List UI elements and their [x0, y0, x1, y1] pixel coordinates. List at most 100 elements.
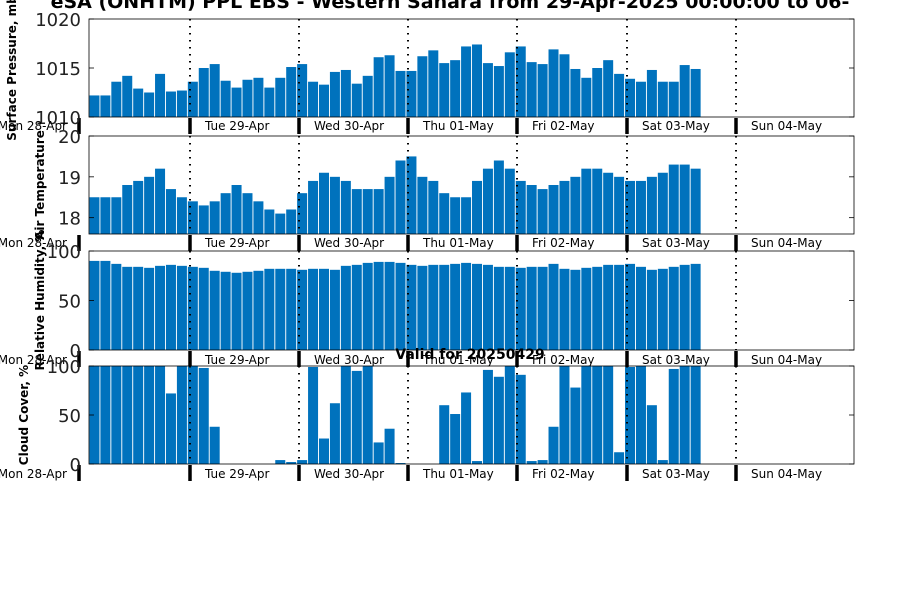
bar — [275, 213, 286, 234]
bar — [351, 264, 362, 350]
bar — [482, 264, 493, 350]
bar — [559, 54, 570, 117]
bar — [100, 197, 111, 234]
y-tick-label: 19 — [58, 168, 81, 189]
bar — [548, 263, 559, 350]
panel-air-temperature: 18 19 20 Mon 28-Apr Tue 29-Apr Wed 30-Apr Thu … — [0, 127, 855, 251]
y-tick-label: 50 — [58, 292, 81, 313]
bar — [668, 164, 679, 234]
bar — [308, 81, 319, 117]
bar — [603, 172, 614, 234]
bar — [122, 366, 133, 464]
bar — [657, 268, 668, 350]
bar — [428, 50, 439, 117]
y-tick-label: 50 — [58, 406, 81, 427]
bar — [89, 197, 100, 234]
bar — [373, 442, 384, 464]
bar — [526, 185, 537, 234]
bar — [581, 366, 592, 464]
bar — [351, 370, 362, 464]
bar — [155, 265, 166, 350]
bar — [329, 71, 340, 117]
bar — [690, 263, 701, 350]
x-tick-label: Fri 02-May — [532, 467, 595, 481]
bar — [319, 172, 329, 234]
x-tick-label: Mon 28-Apr — [0, 236, 67, 250]
bar — [133, 88, 144, 117]
bar — [384, 261, 395, 350]
panel-cloud-cover: 0 50 100 Mon 28-Apr Tue 29-Apr Wed 30-Apr Thu … — [0, 357, 855, 481]
bar — [559, 180, 570, 234]
bar — [340, 366, 351, 464]
bar — [625, 180, 636, 234]
x-tick-label: Sun 04-May — [751, 467, 822, 481]
bar — [329, 403, 340, 464]
bar — [176, 197, 187, 234]
bar — [515, 374, 526, 464]
bar — [559, 366, 570, 464]
bar — [187, 201, 198, 234]
y-axis-label: Cloud Cover, % — [17, 365, 31, 465]
bar — [340, 265, 351, 350]
bar — [362, 366, 373, 464]
bar — [406, 264, 417, 350]
bar — [461, 392, 472, 464]
bar — [329, 176, 340, 234]
bar — [592, 168, 603, 234]
bar — [340, 180, 351, 234]
x-tick-label: Wed 30-Apr — [314, 236, 384, 250]
bar — [89, 260, 100, 350]
bar — [581, 267, 592, 350]
bar — [614, 452, 625, 464]
bar — [198, 68, 209, 117]
x-tick-label: Sun 04-May — [751, 353, 822, 367]
bar — [111, 366, 122, 464]
bar — [472, 263, 483, 350]
bar — [89, 366, 100, 464]
bar — [165, 91, 176, 117]
y-tick-label: 1010 — [35, 108, 81, 129]
bar — [493, 266, 504, 350]
bar — [253, 201, 264, 234]
bar — [297, 193, 308, 234]
y-axis-label: Air Temperature — [33, 130, 47, 240]
x-tick-label: Mon 28-Apr — [0, 353, 67, 367]
x-tick-label: Tue 29-Apr — [204, 467, 269, 481]
panel-subtitle: Valid for 20250429 — [395, 347, 544, 363]
bar — [395, 262, 406, 350]
bar — [286, 209, 297, 234]
bar — [133, 180, 144, 234]
x-tick-label: Thu 01-May — [422, 467, 494, 481]
bar — [395, 160, 406, 234]
bar — [515, 46, 526, 117]
bar — [406, 70, 417, 117]
bar — [340, 69, 351, 117]
x-tick-label: Tue 29-Apr — [204, 236, 269, 250]
bar — [209, 270, 220, 350]
x-tick-label: Fri 02-May — [532, 353, 595, 367]
bar — [461, 262, 472, 350]
bar — [635, 81, 646, 117]
bar — [493, 66, 504, 117]
y-tick-label: 0 — [70, 455, 81, 476]
bar — [657, 172, 668, 234]
bar — [264, 87, 275, 117]
bar — [570, 269, 581, 350]
bar — [155, 168, 166, 234]
bar — [614, 176, 625, 234]
panel-surface-pressure: 1010 1015 1020 Mon 28-Apr Tue 29-Apr Wed 30-A… — [0, 0, 855, 141]
bar — [450, 60, 461, 117]
bar — [351, 189, 362, 234]
bar — [89, 95, 100, 117]
x-tick-label: Fri 02-May — [532, 236, 595, 250]
bar — [635, 366, 646, 464]
bar — [690, 366, 701, 464]
bar — [395, 463, 406, 464]
bar — [329, 269, 340, 350]
bar — [122, 185, 133, 234]
y-tick-label: 0 — [70, 341, 81, 362]
bar — [439, 264, 450, 350]
bar — [504, 266, 515, 350]
bar — [319, 84, 329, 117]
